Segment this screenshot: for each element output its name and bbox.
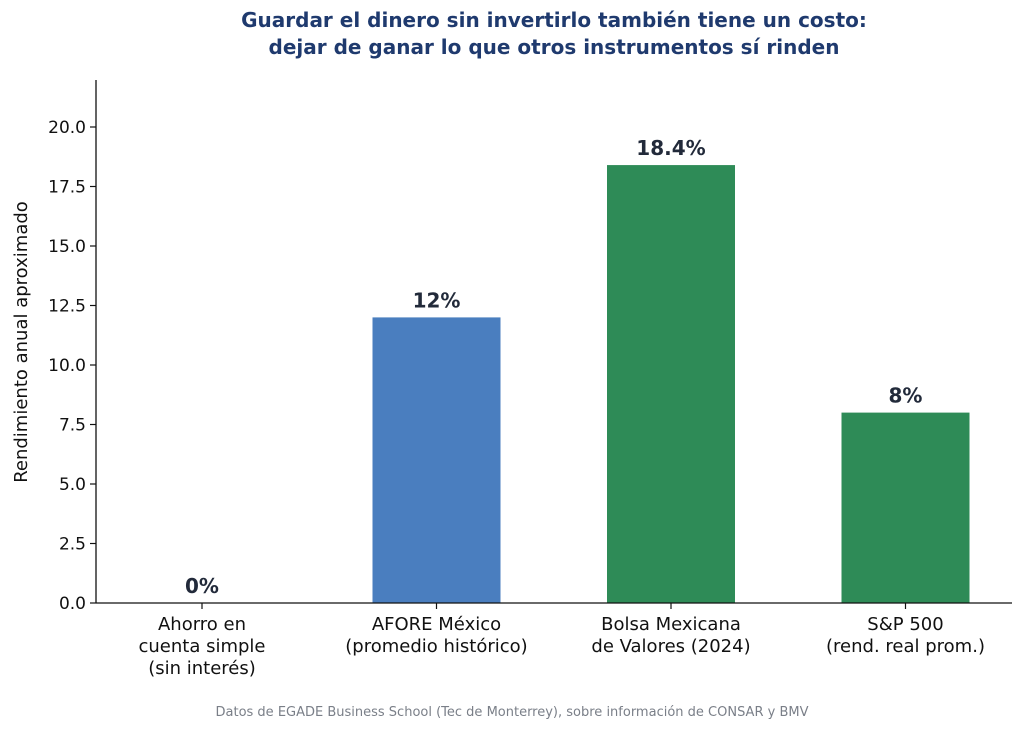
x-tick-label: (sin interés) [148, 658, 256, 679]
data-label-3: 18.4% [636, 136, 705, 160]
data-label-1: 0% [185, 574, 219, 598]
y-tick-label: 2.5 [59, 535, 86, 555]
x-tick-label: (rend. real prom.) [826, 636, 985, 657]
chart-title-line-1: Guardar el dinero sin invertirlo también… [241, 8, 867, 32]
y-tick-label: 17.5 [48, 178, 86, 198]
bars [372, 165, 970, 603]
x-tick-label: AFORE México [372, 614, 501, 635]
y-tick-label: 5.0 [59, 475, 86, 495]
x-tick-label: de Valores (2024) [591, 636, 750, 657]
x-tick-label: Bolsa Mexicana [601, 614, 741, 635]
y-tick-label: 0.0 [59, 594, 86, 614]
bar-4 [841, 412, 970, 603]
x-tick-label: S&P 500 [867, 614, 943, 635]
y-tick-label: 15.0 [48, 237, 86, 257]
bar-3 [607, 165, 735, 603]
source-note: Datos de EGADE Business School (Tec de M… [216, 705, 809, 720]
x-tick-label: (promedio histórico) [345, 636, 527, 657]
x-tick-label: Ahorro en [158, 614, 246, 635]
x-tick-label: cuenta simple [138, 636, 265, 657]
data-label-2: 12% [413, 288, 461, 312]
chart-title-line-2: dejar de ganar lo que otros instrumentos… [269, 35, 840, 59]
chart-title: Guardar el dinero sin invertirlo también… [241, 8, 867, 59]
data-labels: 0% 12% 18.4% 8% [185, 136, 922, 598]
y-axis-ticks: 0.0 2.5 5.0 7.5 10.0 12.5 15.0 17.5 20.0 [48, 118, 96, 614]
y-tick-label: 7.5 [59, 416, 86, 436]
bar-2 [372, 317, 501, 603]
y-tick-label: 10.0 [48, 356, 86, 376]
y-tick-label: 12.5 [48, 297, 86, 317]
data-label-4: 8% [889, 384, 923, 408]
y-tick-label: 20.0 [48, 118, 86, 138]
y-axis-label: Rendimiento anual aproximado [11, 201, 32, 483]
